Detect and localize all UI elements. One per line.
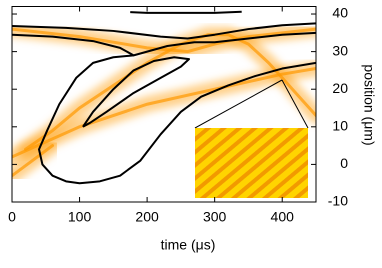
plot-frame [11,6,317,203]
inset [194,79,309,198]
y-tick-label: -10 [328,193,348,209]
plot-area [12,10,316,185]
beam [12,27,316,54]
x-axis-label: time (μs) [161,237,216,253]
y-tick-label: 0 [340,155,348,171]
beam [12,144,55,178]
x-tick-label: 0 [8,209,16,225]
y-tick-label: 20 [332,80,348,96]
contour [38,54,316,185]
x-tick-label: 300 [203,209,227,225]
contour [12,31,316,57]
y-tick-label: 10 [332,118,348,134]
y-tick-label: 30 [332,42,348,58]
contour [130,10,242,14]
x-tick-label: 400 [271,209,295,225]
contour [82,56,190,128]
x-tick-label: 100 [68,209,92,225]
contour [12,22,316,40]
x-tick-label: 200 [135,209,159,225]
y-tick-label: 40 [332,5,348,21]
y-axis-label: position (μm) [361,64,377,145]
